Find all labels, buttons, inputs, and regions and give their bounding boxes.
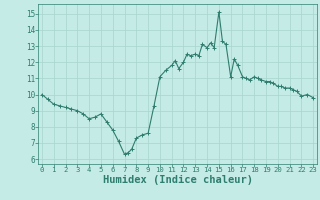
X-axis label: Humidex (Indice chaleur): Humidex (Indice chaleur) <box>103 175 252 185</box>
